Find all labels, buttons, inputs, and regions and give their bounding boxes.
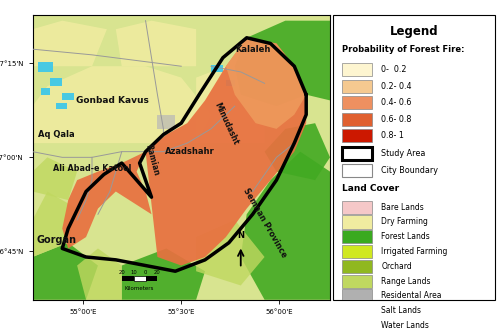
Text: Ali Abad-e Katool: Ali Abad-e Katool: [53, 164, 131, 173]
Text: Kilometers: Kilometers: [125, 286, 154, 291]
Bar: [146, 276, 158, 281]
Polygon shape: [32, 191, 77, 257]
Polygon shape: [240, 152, 330, 300]
Polygon shape: [62, 38, 306, 265]
Bar: [50, 78, 62, 86]
Text: N: N: [237, 231, 244, 240]
Bar: [342, 200, 372, 214]
Bar: [122, 276, 134, 281]
Polygon shape: [122, 248, 205, 300]
Text: 20: 20: [154, 270, 161, 275]
Bar: [158, 115, 176, 129]
Text: Dry Farming: Dry Farming: [382, 217, 428, 226]
Bar: [342, 164, 372, 177]
Bar: [342, 245, 372, 258]
Text: City Boundary: City Boundary: [382, 166, 438, 174]
Bar: [342, 260, 372, 273]
Polygon shape: [226, 38, 306, 129]
Text: 0.2- 0.4: 0.2- 0.4: [382, 82, 412, 91]
Bar: [342, 289, 372, 303]
Text: Land Cover: Land Cover: [342, 183, 400, 192]
Bar: [342, 230, 372, 243]
Bar: [226, 80, 235, 86]
Text: Probability of Forest Fire:: Probability of Forest Fire:: [342, 45, 465, 55]
Text: Aq Qala: Aq Qala: [38, 130, 74, 139]
Text: 10: 10: [130, 270, 137, 275]
Text: Minudasht: Minudasht: [212, 101, 240, 146]
Polygon shape: [116, 21, 196, 66]
Polygon shape: [32, 158, 77, 200]
Text: Water Lands: Water Lands: [382, 321, 429, 330]
Bar: [342, 147, 372, 160]
Bar: [56, 103, 66, 109]
Polygon shape: [32, 243, 98, 300]
Text: 0.8- 1: 0.8- 1: [382, 131, 404, 140]
Text: Azadshahr: Azadshahr: [166, 147, 215, 156]
Text: 0.4- 0.6: 0.4- 0.6: [382, 98, 412, 107]
Text: Irrigated Farming: Irrigated Farming: [382, 247, 448, 256]
Text: 0: 0: [144, 270, 147, 275]
Text: Residental Area: Residental Area: [382, 291, 442, 300]
Text: Forest Lands: Forest Lands: [382, 232, 430, 241]
Text: 0.6- 0.8: 0.6- 0.8: [382, 115, 412, 124]
Bar: [342, 129, 372, 142]
Text: Study Area: Study Area: [382, 149, 426, 158]
Text: Ramian: Ramian: [143, 144, 160, 177]
Bar: [342, 275, 372, 288]
Bar: [342, 319, 372, 332]
Text: Kalaleh: Kalaleh: [235, 45, 270, 54]
Bar: [342, 96, 372, 109]
Bar: [342, 63, 372, 76]
Polygon shape: [196, 66, 264, 143]
Polygon shape: [264, 123, 330, 180]
Text: Range Lands: Range Lands: [382, 277, 431, 286]
Text: Bare Lands: Bare Lands: [382, 203, 424, 212]
Text: 20: 20: [118, 270, 125, 275]
Bar: [342, 304, 372, 317]
Polygon shape: [32, 66, 211, 143]
Bar: [342, 113, 372, 126]
Polygon shape: [32, 21, 107, 66]
Polygon shape: [77, 248, 122, 300]
Bar: [342, 215, 372, 228]
Text: Semnan Province: Semnan Province: [241, 186, 288, 259]
Text: Legend: Legend: [390, 25, 438, 38]
Polygon shape: [235, 21, 330, 106]
Polygon shape: [196, 220, 264, 285]
Text: 0-  0.2: 0- 0.2: [382, 65, 407, 74]
Text: Orchard: Orchard: [382, 262, 412, 271]
Bar: [342, 80, 372, 93]
Bar: [42, 88, 50, 95]
Bar: [62, 93, 74, 101]
Text: Gorgan: Gorgan: [36, 235, 76, 245]
Bar: [38, 62, 54, 72]
Bar: [211, 65, 223, 72]
Text: Salt Lands: Salt Lands: [382, 306, 421, 315]
Bar: [134, 276, 145, 281]
Text: Gonbad Kavus: Gonbad Kavus: [76, 96, 150, 105]
